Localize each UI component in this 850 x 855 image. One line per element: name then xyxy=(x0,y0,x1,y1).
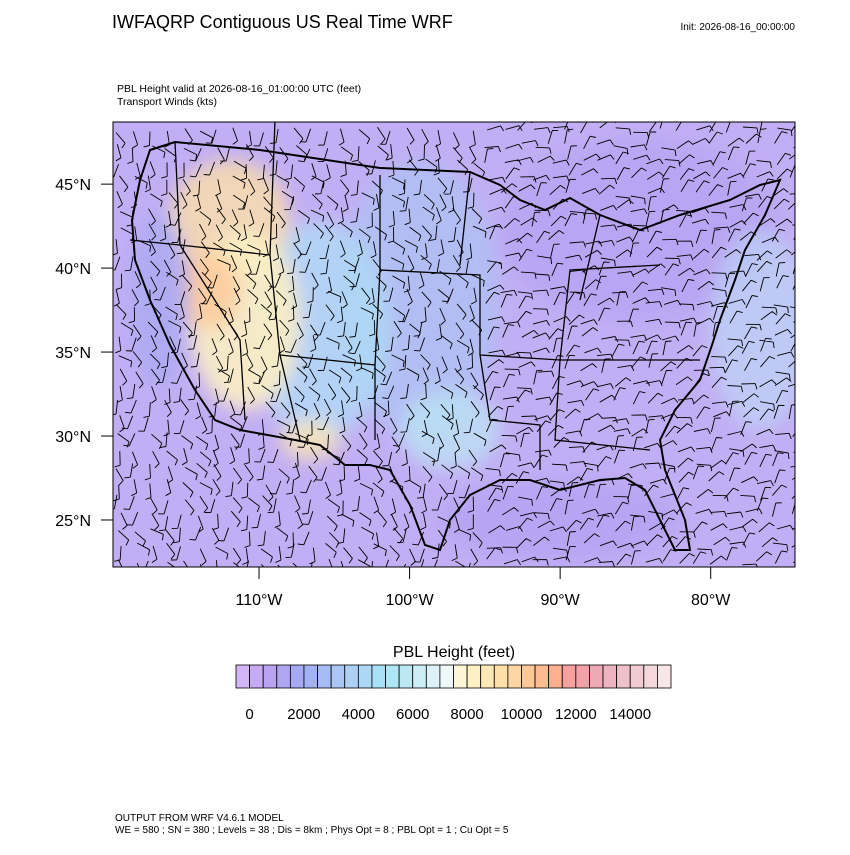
colorbar-box xyxy=(616,664,631,689)
colorbar-box xyxy=(303,664,318,689)
colorbar-box xyxy=(466,664,482,689)
footer: WE = 580 ; SN = 380 ; Levels = 38 ; Dis … xyxy=(115,825,509,836)
colorbar-box xyxy=(262,664,278,689)
colorbar-box xyxy=(657,664,672,689)
colorbar-tick-label: 14000 xyxy=(609,706,651,723)
colorbar-box xyxy=(357,664,373,689)
lat-tick-label: 35°N xyxy=(55,345,91,362)
colorbar-box xyxy=(507,664,522,689)
colorbar-box xyxy=(534,664,550,689)
colorbar-box xyxy=(629,664,645,689)
barb xyxy=(113,122,795,567)
map-axes: 25°N 30°N 35°N 40°N 45°N 110°W 100°W 90°W 80°W xyxy=(55,177,731,609)
lat-tick-label: 45°N xyxy=(55,177,91,194)
map-frame xyxy=(112,121,796,568)
lon-tick-label: 80°W xyxy=(691,592,731,609)
lon-tick-label: 110°W xyxy=(236,592,284,609)
colorbar-box xyxy=(330,664,346,689)
lat-tick-label: 40°N xyxy=(55,261,91,278)
colorbar-tick-label: 4000 xyxy=(342,706,375,723)
colorbar: 0 2000 4000 6000 8000 10000 12000 14000 xyxy=(235,664,672,723)
colorbar-box xyxy=(412,664,427,689)
colorbar-tick-label: 0 xyxy=(245,706,253,723)
colorbar-box xyxy=(561,664,577,689)
colorbar-box xyxy=(371,664,386,689)
wind-barbs xyxy=(113,122,795,567)
colorbar-tick-label: 12000 xyxy=(555,706,597,723)
colorbar-box xyxy=(602,664,618,689)
init-time: Init: 2026-08-16_00:00:00 xyxy=(680,22,795,33)
colorbar-box xyxy=(425,664,441,689)
colorbar-title: PBL Height (feet) xyxy=(393,644,515,661)
colorbar-box xyxy=(317,664,332,689)
colorbar-box xyxy=(643,664,658,689)
colorbar-box xyxy=(521,664,536,689)
colorbar-box xyxy=(548,664,563,689)
colorbar-box xyxy=(575,664,590,689)
colorbar-box xyxy=(385,664,400,689)
colorbar-box xyxy=(235,664,250,689)
colorbar-box xyxy=(493,664,509,689)
colorbar-box xyxy=(589,664,604,689)
map xyxy=(113,122,795,567)
colorbar-box xyxy=(276,664,291,689)
lat-tick-label: 30°N xyxy=(55,429,91,446)
colorbar-box xyxy=(344,664,359,689)
colorbar-box xyxy=(398,664,414,689)
colorbar-box xyxy=(289,664,305,689)
colorbar-box xyxy=(249,664,264,689)
colorbar-box xyxy=(480,664,495,689)
colorbar-tick-label: 10000 xyxy=(501,706,543,723)
subtitle: Transport Winds (kts) xyxy=(117,96,217,108)
footer: OUTPUT FROM WRF V4.6.1 MODEL xyxy=(115,813,284,824)
colorbar-tick-label: 2000 xyxy=(287,706,320,723)
subtitle: PBL Height valid at 2026-08-16_01:00:00 … xyxy=(117,83,361,95)
title: IWFAQRP Contiguous US Real Time WRF xyxy=(112,12,453,32)
lon-tick-label: 100°W xyxy=(385,592,434,609)
lon-tick-label: 90°W xyxy=(540,592,580,609)
lat-tick-label: 25°N xyxy=(55,513,91,530)
colorbar-box xyxy=(439,664,454,689)
border xyxy=(129,122,700,470)
colorbar-tick-label: 6000 xyxy=(396,706,429,723)
colorbar-box xyxy=(453,664,468,689)
colorbar-tick-label: 8000 xyxy=(450,706,483,723)
